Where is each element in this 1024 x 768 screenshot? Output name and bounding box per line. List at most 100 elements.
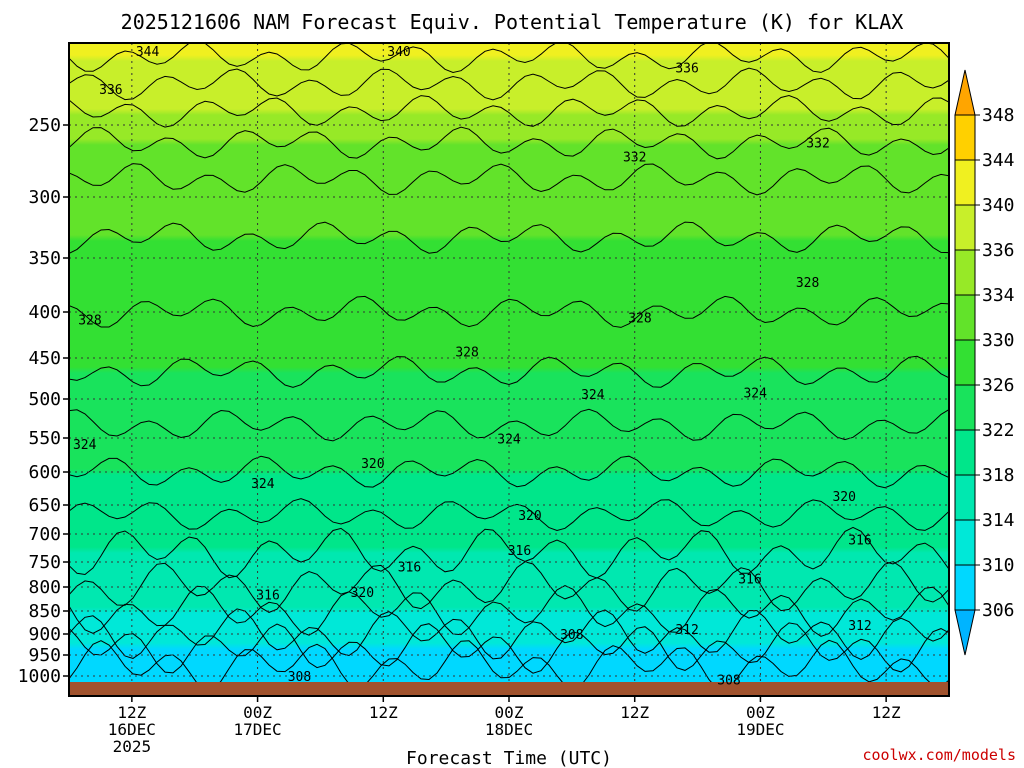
contour-label: 320 xyxy=(361,457,384,472)
contour-label: 344 xyxy=(136,45,160,60)
colorbar-segment xyxy=(954,384,976,431)
x-tick-label: 00Z xyxy=(495,703,524,722)
colorbar-tick-label: 330 xyxy=(982,330,1015,351)
contour-label: 320 xyxy=(518,509,541,524)
contour-label: 320 xyxy=(832,490,855,505)
contour-label: 332 xyxy=(806,136,829,151)
contour-label: 328 xyxy=(628,312,651,327)
y-tick-label: 700 xyxy=(28,524,61,545)
contour-line-326 xyxy=(69,355,949,388)
contour-line-310 xyxy=(69,622,949,674)
contour-line-332 xyxy=(69,163,949,196)
contour-label: 324 xyxy=(251,477,275,492)
y-tick-label: 600 xyxy=(28,462,61,483)
contour-line-338 xyxy=(69,67,949,101)
contour-label: 324 xyxy=(73,438,97,453)
colorbar-tick-label: 334 xyxy=(982,285,1015,306)
contour-label: 316 xyxy=(848,534,871,549)
contour-line-336 xyxy=(69,94,949,128)
pressure-axis: 2503003504004505005506006507007508008509… xyxy=(18,115,69,687)
contour-label: 328 xyxy=(796,276,819,291)
x-tick-label: 00Z xyxy=(746,703,775,722)
colorbar-segment xyxy=(954,609,976,656)
y-tick-label: 900 xyxy=(28,624,61,645)
colorbar-segment xyxy=(954,114,976,161)
source-watermark: coolwx.com/models xyxy=(862,746,1016,764)
contour-label: 308 xyxy=(288,670,311,685)
x-tick-label: 12Z xyxy=(872,703,901,722)
contour-label: 316 xyxy=(398,561,421,576)
y-tick-label: 950 xyxy=(28,645,61,666)
x-axis-label: Forecast Time (UTC) xyxy=(406,748,612,768)
y-tick-label: 450 xyxy=(28,348,61,369)
x-tick-label: 00Z xyxy=(243,703,272,722)
colorbar-segment xyxy=(954,159,976,206)
x-tick-label: 12Z xyxy=(620,703,649,722)
colorbar-segment xyxy=(954,474,976,521)
x-tick-label: 12Z xyxy=(117,703,146,722)
y-tick-label: 350 xyxy=(28,248,61,269)
y-tick-label: 250 xyxy=(28,115,61,136)
colorbar-tick-label: 310 xyxy=(982,555,1015,576)
colorbar-tick-label: 348 xyxy=(982,105,1015,126)
colorbar-segment xyxy=(954,204,976,251)
contour-label: 308 xyxy=(560,628,583,643)
colorbar-segment xyxy=(954,249,976,296)
chart-title: 2025121606 NAM Forecast Equiv. Potential… xyxy=(121,10,904,34)
x-tick-label: 19DEC xyxy=(736,720,784,739)
contour-label: 316 xyxy=(256,589,279,604)
contour-label: 336 xyxy=(99,83,122,98)
colorbar-segment xyxy=(954,339,976,386)
contour-label: 312 xyxy=(848,619,871,634)
contour-label: 320 xyxy=(351,586,374,601)
y-tick-label: 850 xyxy=(28,601,61,622)
contour-labels: 344 340 336 336 332 332 328 328 328 328 324 324 324 3… xyxy=(73,45,872,688)
colorbar-segment xyxy=(954,69,976,116)
contour-label: 336 xyxy=(675,62,698,77)
colorbar-segment xyxy=(954,294,976,341)
contour-label: 324 xyxy=(581,388,605,403)
contour-label: 328 xyxy=(455,346,478,361)
colorbar-segment xyxy=(954,519,976,566)
x-tick-label: 2025 xyxy=(113,737,152,756)
y-tick-label: 800 xyxy=(28,577,61,598)
colorbar-tick-label: 318 xyxy=(982,465,1015,486)
x-tick-label: 17DEC xyxy=(233,720,281,739)
contour-label: 316 xyxy=(508,544,531,559)
colorbar-tick-label: 336 xyxy=(982,240,1015,261)
y-tick-label: 750 xyxy=(28,552,61,573)
plot-area: 344 340 336 336 332 332 328 328 328 328 324 324 324 3… xyxy=(69,43,949,696)
contour-label: 324 xyxy=(743,386,767,401)
contour-label: 312 xyxy=(675,623,698,638)
y-tick-label: 1000 xyxy=(18,666,61,687)
colorbar-segment xyxy=(954,429,976,476)
y-tick-label: 550 xyxy=(28,428,61,449)
colorbar-tick-label: 314 xyxy=(982,510,1015,531)
colorbar-tick-label: 326 xyxy=(982,375,1015,396)
y-tick-label: 500 xyxy=(28,389,61,410)
y-tick-label: 400 xyxy=(28,302,61,323)
colorbar-tick-label: 344 xyxy=(982,150,1015,171)
contour-label: 328 xyxy=(78,313,101,328)
contour-label: 324 xyxy=(497,433,521,448)
contour-label: 332 xyxy=(623,151,646,166)
colorbar-tick-label: 322 xyxy=(982,420,1015,441)
contour-line-328 xyxy=(69,295,949,328)
colorbar-tick-label: 340 xyxy=(982,195,1015,216)
x-tick-label: 18DEC xyxy=(485,720,533,739)
contour-label: 340 xyxy=(387,45,410,60)
y-tick-label: 650 xyxy=(28,495,61,516)
contour-label: 308 xyxy=(717,673,740,688)
ground-strip xyxy=(69,682,949,696)
y-tick-label: 300 xyxy=(28,187,61,208)
x-tick-label: 16DEC xyxy=(108,720,156,739)
grid-lines xyxy=(69,43,949,696)
x-tick-label: 12Z xyxy=(369,703,398,722)
contour-line-314 xyxy=(69,585,949,637)
colorbar-segment xyxy=(954,564,976,611)
contour-label: 316 xyxy=(738,573,761,588)
colorbar-tick-label: 306 xyxy=(982,600,1015,621)
color-legend: 306 310 314 318 322 326 330 334 336 340 344 348 xyxy=(954,69,1015,656)
